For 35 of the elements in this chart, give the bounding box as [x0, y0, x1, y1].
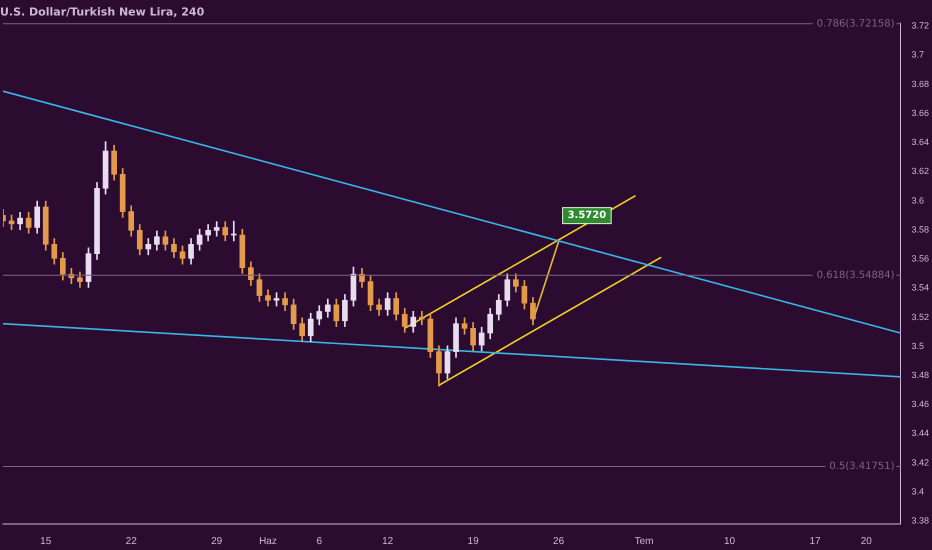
x-tick-label: Tem: [634, 536, 654, 547]
y-tick-label: 3.54: [911, 282, 930, 293]
ref-line-label: 0.5(3.41751): [829, 461, 895, 472]
y-tick-label: 3.48: [911, 370, 930, 380]
x-tick-label: 22: [126, 536, 138, 547]
x-tick-label: 19: [468, 536, 480, 547]
x-tick-label: 20: [860, 536, 872, 547]
y-tick-label: 3.56: [911, 254, 930, 264]
y-tick-label: 3.62: [911, 166, 930, 176]
y-tick-label: 3.6: [911, 195, 924, 206]
ref-line-label: 0.786(3.72158): [816, 18, 895, 30]
chart-title: U.S. Dollar/Turkish New Lira, 240: [0, 5, 205, 18]
x-tick-label: 10: [724, 536, 736, 547]
y-tick-label: 3.7: [911, 50, 924, 60]
y-tick-label: 3.42: [911, 457, 930, 468]
y-tick-label: 3.44: [911, 428, 930, 438]
x-tick-label: 15: [40, 536, 52, 547]
x-tick-label: 26: [553, 536, 565, 547]
x-tick-label: 6: [316, 536, 322, 547]
y-tick-label: 3.66: [911, 108, 930, 118]
y-tick-label: 3.5: [911, 340, 924, 351]
y-tick-label: 3.4: [911, 486, 924, 496]
y-tick-label: 3.58: [911, 224, 930, 234]
y-tick-label: 3.38: [911, 516, 930, 526]
ref-line-label: 0.618(3.54884): [816, 270, 895, 281]
x-tick-label: 29: [211, 536, 223, 547]
annotation: 3.5720: [568, 210, 606, 222]
y-tick-label: 3.68: [911, 78, 930, 89]
x-tick-label: 12: [382, 536, 394, 547]
x-tick-label: Haz: [259, 536, 277, 547]
y-tick-label: 3.46: [911, 399, 930, 410]
y-tick-label: 3.72: [911, 20, 930, 31]
x-tick-label: 17: [809, 536, 822, 547]
y-tick-label: 3.52: [911, 312, 930, 322]
y-tick-label: 3.64: [911, 137, 930, 148]
